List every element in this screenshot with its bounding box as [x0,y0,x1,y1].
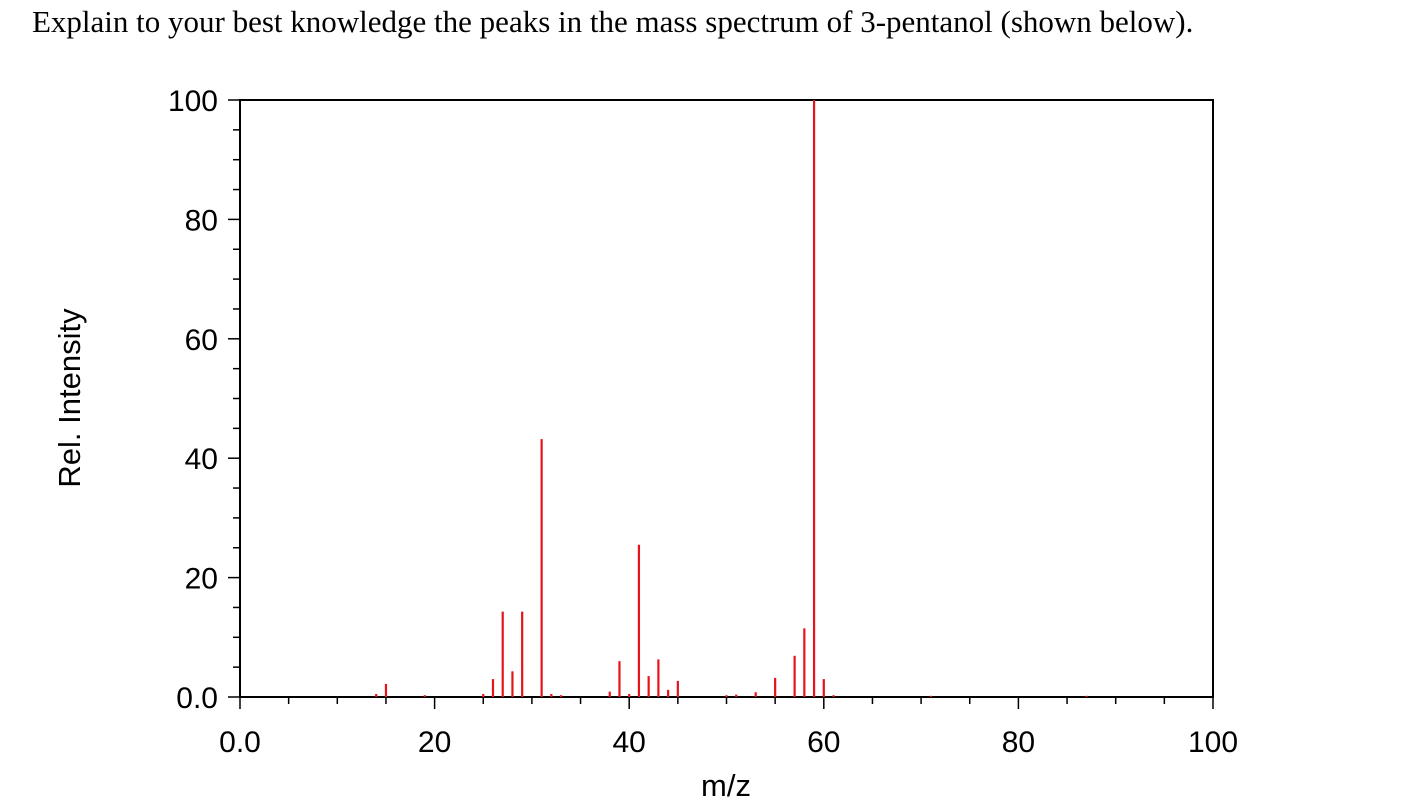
peaks-group [375,100,1088,697]
x-tick-label: 80 [1002,726,1035,759]
x-tick-label: 100 [1188,726,1238,759]
x-tick-label: 20 [418,726,451,759]
question-text: Explain to your best knowledge the peaks… [32,4,1194,39]
x-tick-label: 40 [613,726,646,759]
x-axis: 0.0 20 40 60 80 100 [219,697,1238,759]
x-tick-label: 60 [807,726,840,759]
y-tick-label: 20 [185,563,218,596]
y-axis: 0.0 20 40 60 80 100 [168,85,240,715]
x-axis-label: m/z [701,768,751,803]
y-tick-label: 40 [185,443,218,476]
y-tick-label: 0.0 [176,682,218,715]
y-axis-label: Rel. Intensity [52,308,87,488]
y-tick-label: 80 [185,204,218,237]
plot-border [239,99,1214,698]
x-tick-label: 0.0 [219,726,261,759]
y-tick-label: 100 [168,85,218,118]
plot-frame [239,99,1214,698]
y-tick-label: 60 [185,324,218,357]
